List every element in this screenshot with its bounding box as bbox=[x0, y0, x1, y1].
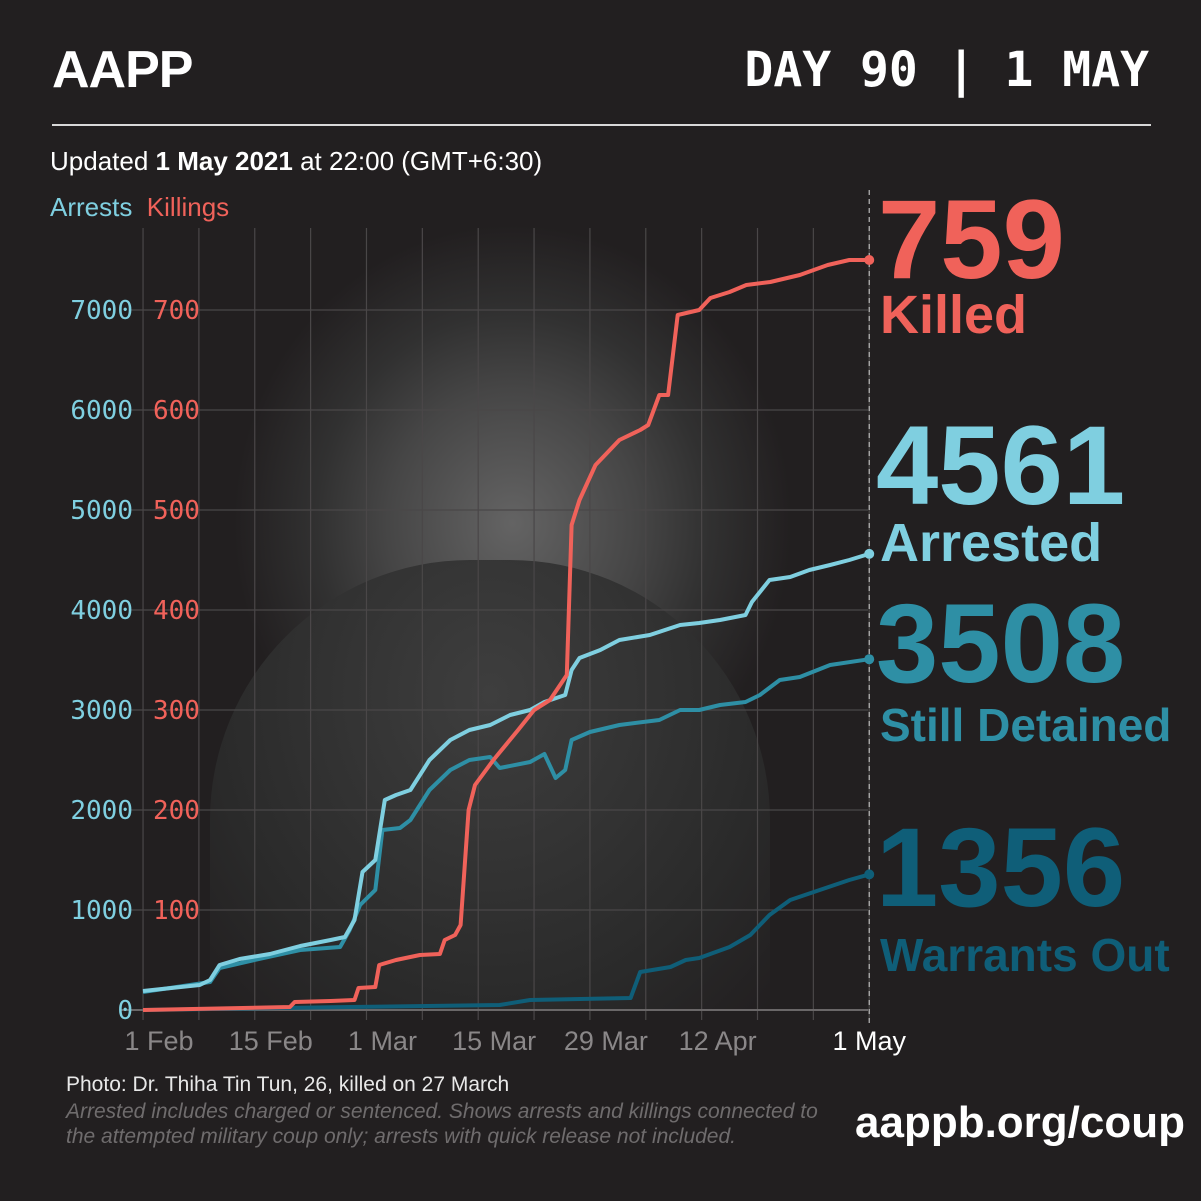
y-tick-arrests: 4000 bbox=[70, 596, 133, 626]
y-tick-arrests: 7000 bbox=[70, 296, 133, 326]
updated-text: Updated 1 May 2021 at 22:00 (GMT+6:30) bbox=[50, 146, 542, 177]
aapp-logo: AAPP bbox=[52, 41, 193, 99]
footnote: Arrested includes charged or sentenced. … bbox=[66, 1100, 818, 1148]
legend-killings: Killings bbox=[146, 192, 230, 222]
series-line-killings bbox=[142, 258, 870, 1012]
series-line-still-detained bbox=[142, 657, 870, 994]
killed-total: 759 bbox=[878, 177, 1065, 302]
x-tick-label: 1 Feb bbox=[124, 1026, 193, 1056]
x-tick-label: 1 Mar bbox=[348, 1026, 417, 1056]
x-tick-label: 12 Apr bbox=[679, 1026, 757, 1056]
y-tick-killings: 400 bbox=[153, 596, 200, 626]
legend-arrests: Arrests bbox=[50, 192, 133, 222]
day-label: DAY 90 | 1 MAY bbox=[744, 42, 1149, 98]
detained-label: Still Detained bbox=[880, 699, 1172, 751]
series-line-arrests bbox=[142, 551, 870, 993]
photo-credit: Photo: Dr. Thiha Tin Tun, 26, killed on … bbox=[66, 1073, 510, 1096]
y-tick-killings: 600 bbox=[153, 396, 200, 426]
y-tick-arrests: 6000 bbox=[70, 396, 133, 426]
detained-total: 3508 bbox=[876, 581, 1126, 706]
y-tick-arrests: 0 bbox=[117, 996, 133, 1026]
series-end-point-killings bbox=[864, 255, 875, 265]
series-end-point-arrests bbox=[864, 548, 875, 559]
series-end-point-warrants-out bbox=[864, 869, 875, 880]
y-tick-arrests: 1000 bbox=[70, 896, 133, 926]
arrested-total: 4561 bbox=[876, 403, 1126, 528]
updated-suffix: at 22:00 (GMT+6:30) bbox=[292, 146, 543, 176]
victim-photo-body bbox=[210, 560, 770, 1010]
updated-prefix: Updated bbox=[50, 146, 156, 176]
header-divider bbox=[52, 124, 1151, 126]
y-tick-killings: 300 bbox=[153, 696, 200, 726]
x-tick-label: 15 Mar bbox=[452, 1026, 536, 1056]
website-link[interactable]: aappb.org/coup bbox=[855, 1098, 1185, 1147]
updated-date: 1 May 2021 bbox=[155, 146, 293, 176]
y-tick-arrests: 2000 bbox=[70, 796, 133, 826]
series-line-warrants-out bbox=[142, 872, 870, 1012]
chart-legend: Arrests Killings bbox=[50, 192, 229, 223]
series-end-point-still-detained bbox=[864, 654, 875, 665]
y-tick-arrests: 5000 bbox=[70, 496, 133, 526]
y-tick-arrests: 3000 bbox=[70, 696, 133, 726]
warrants-label: Warrants Out bbox=[880, 929, 1170, 981]
x-tick-label: 15 Feb bbox=[229, 1026, 313, 1056]
y-tick-killings: 200 bbox=[153, 796, 200, 826]
warrants-total: 1356 bbox=[876, 805, 1126, 930]
y-tick-killings: 100 bbox=[153, 896, 200, 926]
x-tick-label: 29 Mar bbox=[564, 1026, 648, 1056]
killed-label: Killed bbox=[880, 285, 1028, 345]
y-tick-killings: 700 bbox=[153, 296, 200, 326]
arrested-label: Arrested bbox=[880, 513, 1103, 573]
x-tick-label: 1 May bbox=[832, 1026, 906, 1056]
y-tick-killings: 500 bbox=[153, 496, 200, 526]
